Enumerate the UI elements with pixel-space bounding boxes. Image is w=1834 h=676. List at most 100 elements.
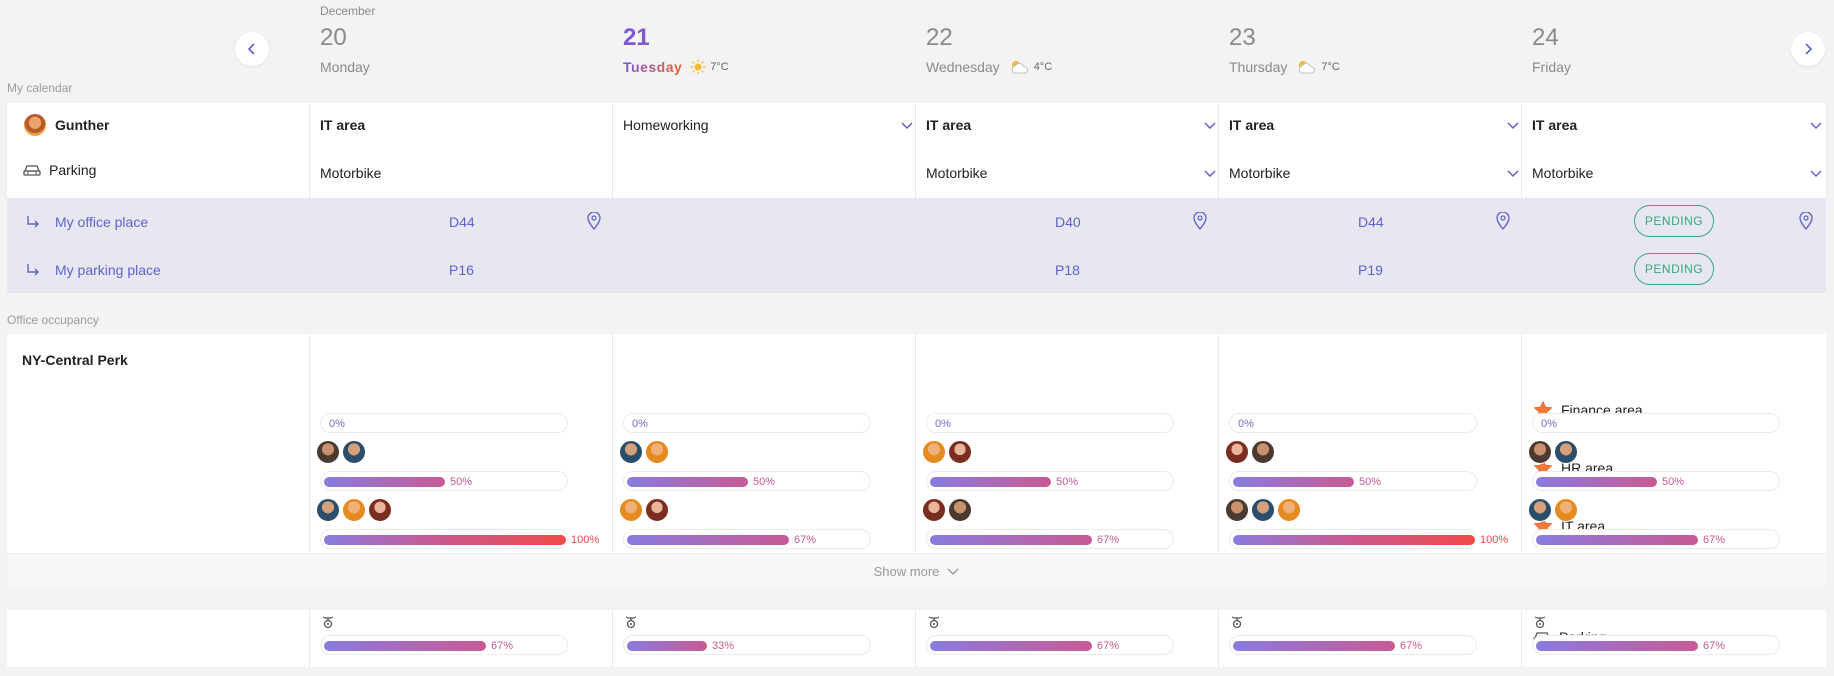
area-select-wednesday[interactable]: IT area (926, 117, 1216, 133)
occupant-avatars (619, 440, 669, 464)
parking-place-wednesday[interactable]: P18 (1055, 262, 1080, 278)
avatar[interactable] (1554, 498, 1578, 522)
location-pin-icon[interactable] (1193, 212, 1207, 230)
avatar[interactable] (316, 440, 340, 464)
parking-occupancy-2-percent: 67% (1097, 640, 1120, 652)
occupancy-1-2-fill (930, 477, 1051, 487)
day-name: Tuesday (623, 59, 683, 75)
avatar[interactable] (368, 498, 392, 522)
parking-place-thursday[interactable]: P19 (1358, 262, 1383, 278)
parking-occupancy-0-bar: 67% (320, 635, 568, 655)
occupancy-1-1-percent: 50% (753, 476, 776, 488)
occupant-avatars (922, 498, 972, 522)
occupancy-2-2-bar: 67% (926, 529, 1174, 549)
avatar[interactable] (1528, 440, 1552, 464)
chevron-down-icon (901, 122, 913, 130)
occupant-avatars (619, 498, 669, 522)
avatar[interactable] (342, 440, 366, 464)
occupancy-2-1-percent: 67% (794, 534, 817, 546)
parking-occupancy-1-fill (627, 641, 707, 651)
avatar[interactable] (948, 498, 972, 522)
avatar[interactable] (645, 440, 669, 464)
avatar[interactable] (619, 498, 643, 522)
partly-cloudy-icon (1299, 61, 1316, 74)
parking-select-monday[interactable]: Motorbike (320, 165, 382, 181)
avatar[interactable] (922, 498, 946, 522)
parking-select-thursday[interactable]: Motorbike (1229, 165, 1519, 181)
sunny-icon (690, 59, 706, 75)
temperature: 7°C (1321, 61, 1340, 73)
chevron-down-icon (947, 568, 959, 575)
occupancy-0-1-percent: 0% (632, 418, 648, 430)
area-select-thursday[interactable]: IT area (1229, 117, 1519, 133)
weather: 4°C (1008, 59, 1052, 75)
weather: 7°C (1295, 59, 1340, 75)
day-header-wednesday: 22 Wednesday 4°C (926, 22, 1226, 75)
parking-row-label: Parking (23, 162, 96, 178)
occupant-avatars (1225, 440, 1275, 464)
parking-occupancy-0-fill (324, 641, 486, 651)
occupancy-0-2-bar: 0% (926, 413, 1174, 433)
avatar[interactable] (1554, 440, 1578, 464)
location-pin-icon[interactable] (587, 212, 601, 230)
location-pin-icon[interactable] (1799, 212, 1813, 230)
parking-place-row-label: My parking place (25, 262, 161, 278)
occupancy-1-3-bar: 50% (1229, 471, 1477, 491)
location-pin-icon[interactable] (1496, 212, 1510, 230)
occupancy-1-4-bar: 50% (1532, 471, 1780, 491)
day-number: 24 (1532, 24, 1559, 51)
day-name: Thursday (1229, 59, 1288, 75)
occupancy-0-2-percent: 0% (935, 418, 951, 430)
chevron-down-icon (1507, 122, 1519, 130)
avatar[interactable] (948, 440, 972, 464)
occupancy-0-4-percent: 0% (1541, 418, 1557, 430)
user-row-label: Gunther (23, 113, 109, 137)
weather: 7°C (690, 59, 729, 75)
avatar[interactable] (1277, 498, 1301, 522)
site-name: NY-Central Perk (22, 352, 128, 368)
occupant-avatars (1528, 440, 1578, 464)
avatar[interactable] (1225, 498, 1249, 522)
office-place-thursday[interactable]: D44 (1358, 214, 1384, 230)
avatar[interactable] (342, 498, 366, 522)
parking-occupancy-4-percent: 67% (1703, 640, 1726, 652)
motorbike-icon (322, 616, 334, 629)
avatar[interactable] (1225, 440, 1249, 464)
office-place-wednesday[interactable]: D40 (1055, 214, 1081, 230)
show-more-button[interactable]: Show more (7, 553, 1826, 588)
avatar[interactable] (922, 440, 946, 464)
occupancy-2-3-bar: 100% (1229, 529, 1508, 549)
avatar[interactable] (645, 498, 669, 522)
my-calendar-card: Gunther Parking IT area Homeworking IT a… (7, 103, 1826, 198)
parking-select-wednesday[interactable]: Motorbike (926, 165, 1216, 181)
parking-select-friday[interactable]: Motorbike (1532, 165, 1822, 181)
avatar[interactable] (1251, 440, 1275, 464)
area-select-tuesday[interactable]: Homeworking (623, 117, 913, 133)
motorbike-icon (1231, 616, 1243, 629)
area-select-friday[interactable]: IT area (1532, 117, 1822, 133)
avatar[interactable] (1251, 498, 1275, 522)
next-week-button[interactable] (1791, 32, 1825, 66)
occupancy-2-1-fill (627, 535, 789, 545)
parking-label: Parking (49, 162, 97, 178)
occupancy-1-1-bar: 50% (623, 471, 871, 491)
office-place-monday[interactable]: D44 (449, 214, 475, 230)
avatar[interactable] (316, 498, 340, 522)
parking-occupancy-1-percent: 33% (712, 640, 735, 652)
avatar[interactable] (619, 440, 643, 464)
occupancy-0-1-bar: 0% (623, 413, 871, 433)
previous-week-button[interactable] (235, 32, 269, 66)
day-number: 22 (926, 24, 953, 51)
parking-place-monday[interactable]: P16 (449, 262, 474, 278)
parking-occupancy-2-bar: 67% (926, 635, 1174, 655)
occupancy-1-4-fill (1536, 477, 1657, 487)
motorbike-icon (625, 616, 637, 629)
occupancy-1-3-fill (1233, 477, 1354, 487)
parking-occupancy-3-percent: 67% (1400, 640, 1423, 652)
occupancy-0-3-percent: 0% (1238, 418, 1254, 430)
avatar[interactable] (1528, 498, 1552, 522)
area-select-monday[interactable]: IT area (320, 117, 366, 133)
day-name: Wednesday (926, 59, 1000, 75)
occupant-avatars (1528, 498, 1578, 522)
occupancy-0-0-percent: 0% (329, 418, 345, 430)
